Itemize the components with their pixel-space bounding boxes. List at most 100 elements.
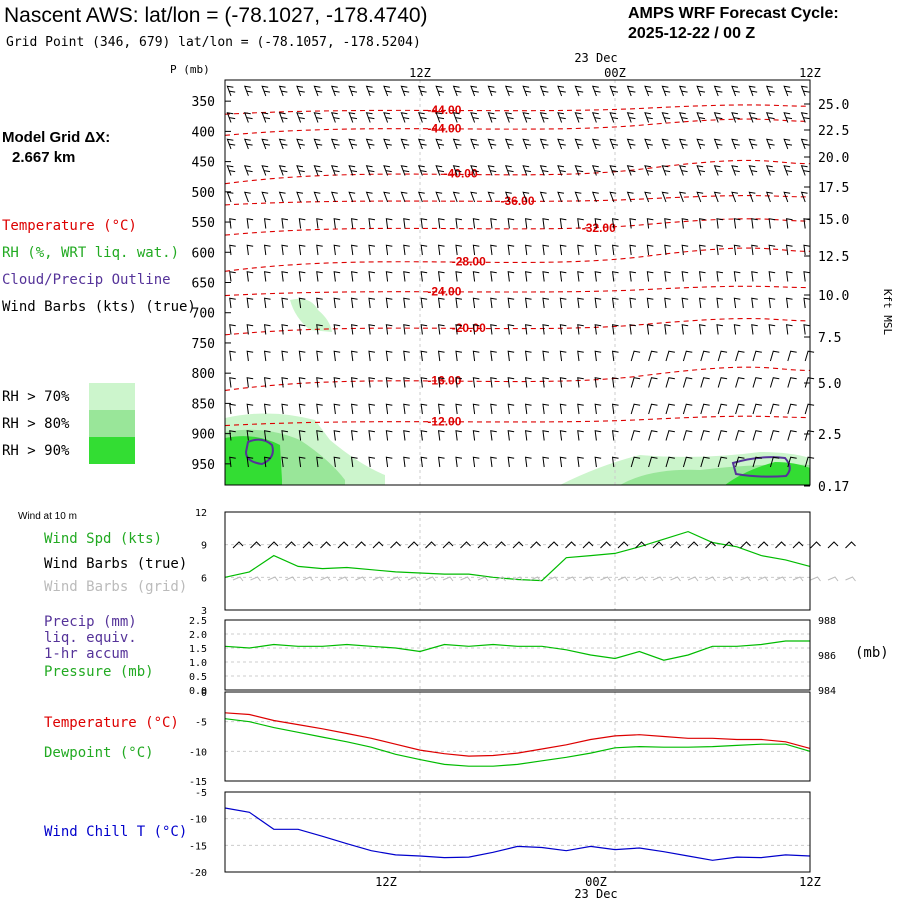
wind-barb	[452, 85, 460, 97]
wind-barb	[609, 191, 617, 203]
wind-barb	[785, 143, 793, 146]
wind-barb	[751, 297, 758, 309]
wind-barb	[783, 85, 791, 97]
wind-barb	[507, 218, 515, 229]
temperature-contour-label: -24.00	[427, 285, 461, 299]
legend-temperature: Temperature (°C)	[2, 218, 137, 234]
y-right-tick-label: 984	[818, 686, 836, 697]
wind-barb	[733, 117, 740, 120]
surface-wind-barb	[670, 541, 681, 549]
wind-barb	[661, 138, 669, 150]
wind-barb	[365, 112, 373, 123]
wind-barb	[281, 350, 289, 362]
surface-wind-barb	[652, 541, 664, 549]
wind-barb	[246, 324, 254, 335]
wind-barb	[333, 377, 341, 388]
surface-wind-barb	[285, 541, 296, 549]
wind-barb	[733, 324, 741, 335]
wind-barb	[263, 324, 271, 335]
wind-barb	[348, 165, 356, 176]
wind-barb	[281, 271, 289, 282]
wind-barb	[748, 138, 756, 150]
grid-wind-barb	[757, 576, 769, 582]
wind-barb	[559, 350, 567, 362]
wind-barb	[524, 90, 532, 93]
wind-barb	[504, 138, 512, 150]
wind-barb	[298, 170, 305, 173]
pressure-tick-label: 750	[192, 337, 215, 352]
y-tick-label: 2.5	[189, 616, 207, 627]
wind-barb	[611, 90, 619, 93]
wind-barb	[316, 350, 323, 362]
wind-barb	[490, 90, 497, 93]
grid-wind-barb	[250, 576, 261, 582]
wind-barb	[298, 218, 306, 229]
wind-barb	[316, 117, 323, 120]
wind-barb	[348, 112, 356, 123]
wind-barb	[752, 430, 762, 441]
wind-barb	[735, 350, 745, 362]
wind-barb	[437, 143, 445, 146]
wind-barb	[368, 117, 375, 120]
wind-barb	[263, 143, 271, 146]
wind-barb	[577, 297, 584, 309]
wind-barb	[542, 430, 550, 441]
wind-barb	[559, 170, 566, 173]
y-tick-label: -10	[189, 747, 207, 758]
wind-barb	[765, 191, 773, 203]
height-tick-label: 0.17	[818, 480, 849, 495]
wind-barb	[713, 85, 721, 97]
wind-barb	[368, 456, 376, 468]
wind-barb	[246, 218, 254, 229]
wind-barb	[665, 430, 675, 441]
height-tick-label: 10.0	[818, 289, 849, 304]
liq-equiv-legend: liq. equiv.	[44, 630, 137, 646]
wind-barb	[400, 191, 408, 203]
wind-barb	[769, 377, 780, 388]
dewpoint-line	[224, 718, 811, 767]
wind-barb	[611, 350, 619, 362]
wind-barb	[611, 218, 619, 229]
y-tick-label: 0.5	[189, 672, 207, 683]
wind-barb	[278, 138, 286, 150]
y-right-tick-label: 988	[818, 616, 836, 627]
wind-barb	[574, 165, 582, 176]
wind-barb	[490, 403, 497, 415]
y-tick-label: -20	[189, 868, 207, 879]
wind-barb	[783, 165, 791, 176]
wind-barb	[524, 377, 532, 388]
wind-barb	[787, 430, 797, 441]
wind-barb	[542, 456, 550, 468]
wind-barb	[313, 138, 321, 150]
wind-barb	[735, 430, 745, 441]
temperature-contour-label: -20.00	[452, 321, 486, 335]
wind-barb	[437, 170, 445, 173]
wind-barb	[733, 218, 741, 229]
wind-barb	[368, 244, 376, 256]
bottom-tick-12z-b: 12Z	[799, 875, 821, 889]
wind-barb	[664, 297, 671, 309]
bottom-tick-12z-a: 12Z	[375, 875, 397, 889]
wind-barb	[524, 297, 532, 309]
surface-wind-barb	[267, 541, 279, 549]
wind-barb	[417, 112, 425, 123]
wind-barb	[594, 430, 602, 441]
wind-barb	[333, 117, 340, 120]
wind-barb	[316, 297, 323, 309]
wind-barb	[368, 403, 376, 415]
grid-wind-barb	[320, 576, 331, 582]
wind-barb	[403, 117, 410, 120]
wind-barb	[420, 403, 428, 415]
wind-barb	[472, 117, 479, 120]
wind-barb	[630, 430, 641, 441]
wind-barb	[646, 90, 653, 93]
wind-barb	[698, 297, 706, 309]
wind-barb	[539, 85, 547, 97]
wind-barb	[385, 170, 392, 173]
wind-barb	[261, 191, 269, 203]
wind-chill-panel: -5 -10 -15 -20	[189, 788, 811, 879]
wind-barb	[748, 85, 756, 97]
pressure-axis-title: P (mb)	[170, 63, 210, 76]
wind-barb	[243, 112, 251, 123]
wind-barb	[246, 297, 254, 309]
